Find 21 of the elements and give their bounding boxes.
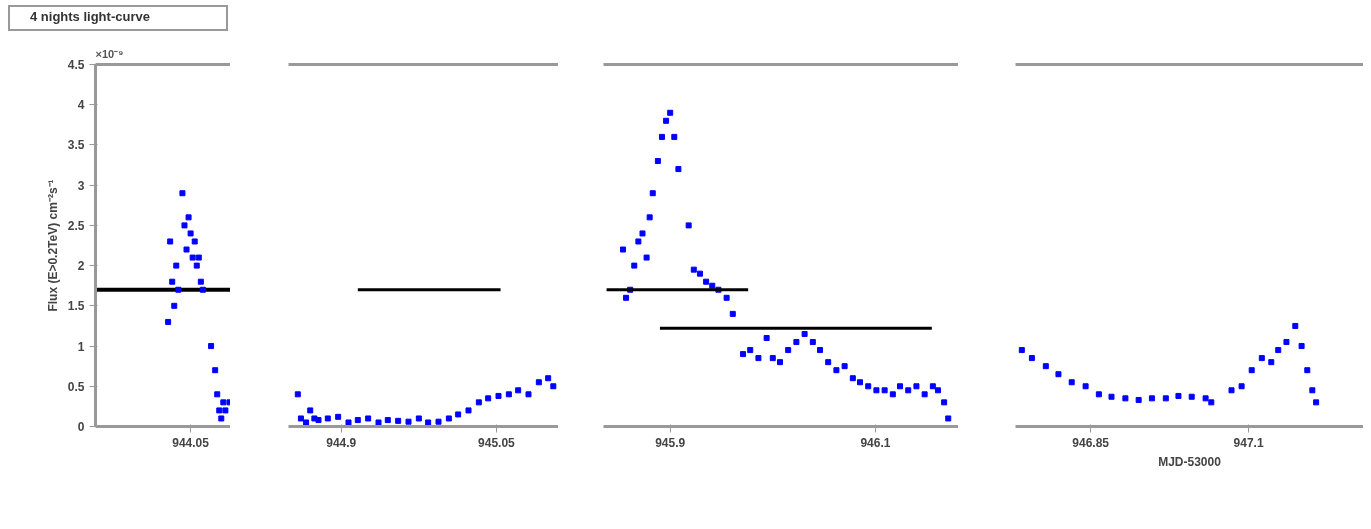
text: ×10⁻⁹ xyxy=(95,47,124,60)
x-tick-label: 947.1 xyxy=(1233,435,1264,450)
chart-title: 4 nights light-curve xyxy=(30,8,150,26)
y-tick-label: 2.5 xyxy=(67,218,85,233)
y-axis-title: Flux (E>0.2TeV) cm⁻²s⁻¹ xyxy=(45,179,60,312)
y-tick-label: 3.5 xyxy=(67,138,85,153)
x-tick-label: 945.9 xyxy=(655,435,686,450)
y-tick-label: 4 xyxy=(77,98,85,113)
y-tick-label: 0 xyxy=(77,420,85,434)
y-tick-label: 1.5 xyxy=(67,299,85,314)
x-tick-label: 946.1 xyxy=(860,435,891,450)
y-tick-label: 3 xyxy=(77,178,85,193)
y-tick-label: 4.5 xyxy=(67,58,85,72)
x-tick-label: 944.05 xyxy=(172,435,210,450)
x-tick-label: 944.9 xyxy=(326,435,357,450)
x-tick-label: 946.85 xyxy=(1072,435,1110,450)
x-tick-label: 945.05 xyxy=(478,435,516,450)
x-axis-title: MJD-53000 xyxy=(1158,454,1222,469)
y-tick-label: 2 xyxy=(77,259,85,274)
y-tick-label: 0.5 xyxy=(67,379,85,394)
y-tick-label: 1 xyxy=(77,339,85,354)
